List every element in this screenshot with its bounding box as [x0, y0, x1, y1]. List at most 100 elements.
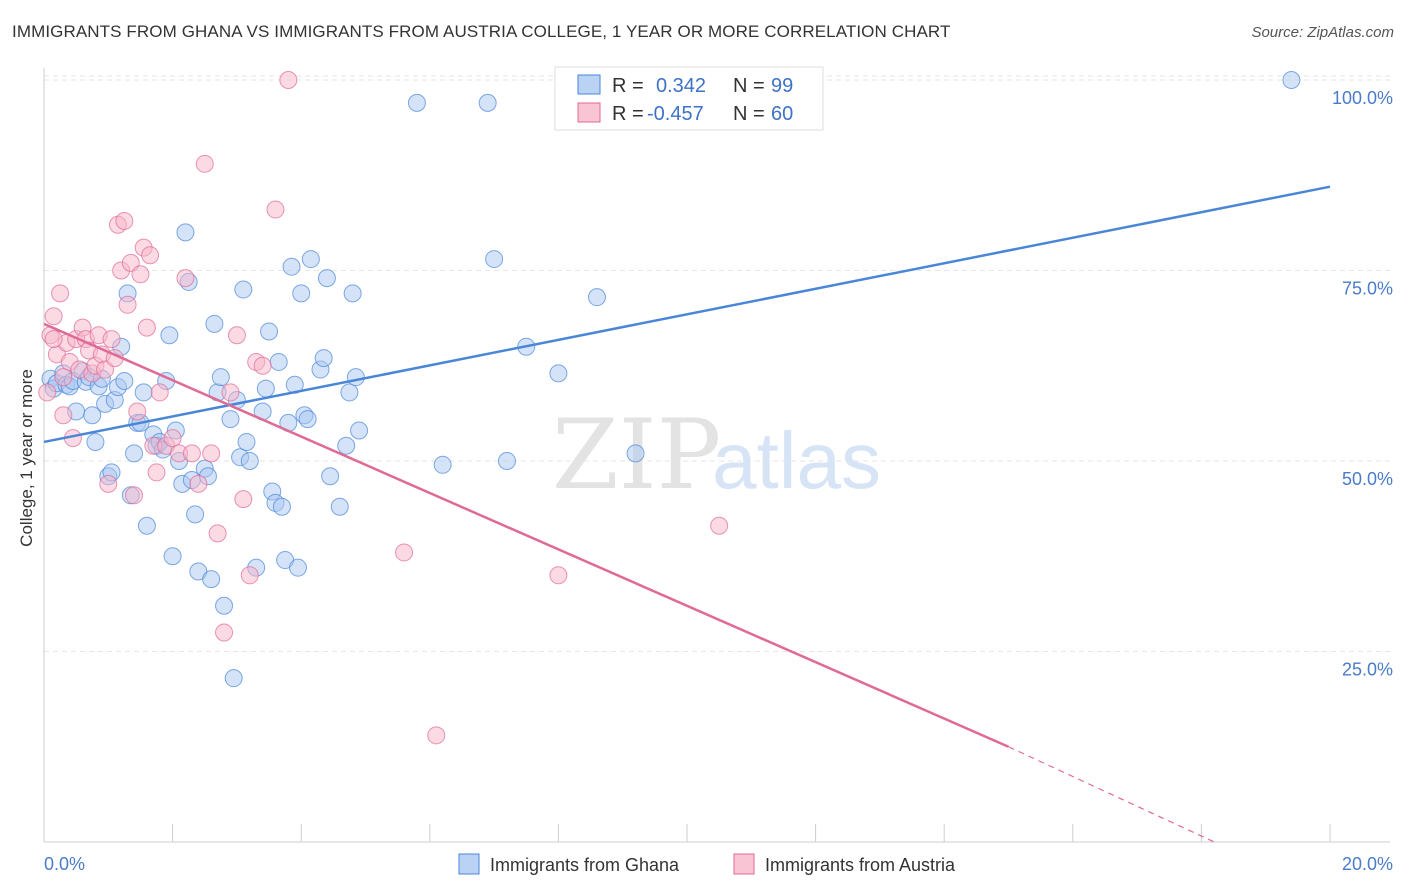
y-tick-labels: 25.0% 50.0% 75.0% 100.0% — [1332, 88, 1393, 680]
legend-swatch-austria — [577, 102, 601, 123]
data-point-ghana — [314, 349, 333, 368]
data-point-austria — [99, 474, 118, 493]
data-point-ghana — [260, 322, 279, 341]
bottom-legend-label-ghana: Immigrants from Ghana — [490, 855, 680, 875]
data-point-ghana — [626, 444, 645, 463]
data-point-austria — [125, 486, 144, 505]
data-point-austria — [427, 726, 446, 745]
data-point-ghana — [205, 314, 224, 333]
data-point-ghana — [163, 547, 182, 566]
data-point-austria — [150, 383, 169, 402]
y-tick-label: 100.0% — [1332, 88, 1393, 108]
data-point-ghana — [125, 444, 144, 463]
data-point-austria — [115, 211, 134, 230]
data-point-austria — [395, 543, 414, 562]
data-point-austria — [128, 402, 147, 421]
legend-r-label: R = — [612, 103, 644, 125]
data-point-austria — [221, 383, 240, 402]
grid-lines — [44, 75, 1390, 652]
data-point-austria — [234, 490, 253, 509]
data-point-ghana — [269, 352, 288, 371]
source-credit: Source: ZipAtlas.com — [1251, 24, 1394, 41]
data-point-austria — [202, 444, 221, 463]
bottom-legend-label-austria: Immigrants from Austria — [765, 855, 956, 875]
data-point-ghana — [160, 326, 179, 345]
data-point-ghana — [407, 93, 426, 112]
data-point-ghana — [272, 497, 291, 516]
data-point-ghana — [478, 93, 497, 112]
legend-r-value-austria: -0.457 — [647, 103, 704, 125]
data-point-ghana — [137, 516, 156, 535]
data-point-ghana — [340, 383, 359, 402]
y-axis-label: College, 1 year or more — [17, 369, 36, 547]
data-point-ghana — [221, 410, 240, 429]
data-point-austria — [195, 154, 214, 173]
data-point-austria — [279, 71, 298, 89]
data-points — [38, 71, 1301, 745]
data-point-austria — [51, 284, 70, 303]
legend-n-label: N = — [733, 75, 765, 97]
trend-line-austria — [43, 322, 1010, 748]
bottom-legend: Immigrants from Ghana Immigrants from Au… — [458, 853, 956, 875]
data-point-austria — [44, 330, 63, 349]
legend-swatch-ghana — [577, 74, 601, 95]
data-point-austria — [176, 269, 195, 288]
data-point-ghana — [134, 383, 153, 402]
data-point-austria — [147, 463, 166, 482]
y-tick-label: 50.0% — [1342, 469, 1393, 489]
data-point-austria — [266, 200, 285, 219]
data-point-ghana — [240, 452, 259, 470]
legend-r-value-ghana: 0.342 — [656, 75, 706, 97]
trend-line-extension-austria — [1008, 746, 1215, 843]
data-point-ghana — [497, 452, 516, 470]
data-point-ghana — [350, 421, 369, 440]
data-point-austria — [182, 444, 201, 463]
data-point-ghana — [1282, 71, 1301, 89]
legend-box: R = 0.342 N = 99 R = -0.457 N = 60 — [554, 66, 824, 131]
watermark-atlas: atlas — [712, 416, 881, 505]
data-point-austria — [44, 307, 63, 326]
data-point-austria — [102, 330, 121, 349]
trend-lines — [43, 185, 1331, 843]
data-point-austria — [189, 474, 208, 493]
data-point-ghana — [343, 284, 362, 303]
data-point-ghana — [176, 223, 195, 242]
legend-n-value-ghana: 99 — [771, 75, 793, 97]
data-point-ghana — [337, 436, 356, 455]
data-point-austria — [54, 406, 73, 425]
data-point-ghana — [83, 406, 102, 425]
data-point-ghana — [587, 288, 606, 307]
legend-r-label: R = — [612, 75, 644, 97]
data-point-ghana — [86, 432, 105, 451]
data-point-ghana — [282, 257, 301, 276]
y-tick-label: 25.0% — [1342, 660, 1393, 680]
data-point-ghana — [234, 280, 253, 299]
data-point-ghana — [292, 284, 311, 303]
data-point-ghana — [549, 364, 568, 383]
legend-n-label: N = — [733, 103, 765, 125]
watermark: ZIP atlas — [552, 399, 881, 511]
data-point-ghana — [202, 570, 221, 589]
data-point-ghana — [211, 368, 230, 387]
x-tick-labels: 0.0% 20.0% — [44, 854, 1393, 874]
data-point-ghana — [237, 432, 256, 451]
data-point-ghana — [433, 455, 452, 474]
x-tick-label-min: 0.0% — [44, 854, 85, 874]
x-tick-label-max: 20.0% — [1342, 854, 1393, 874]
data-point-ghana — [298, 410, 317, 429]
data-point-ghana — [346, 368, 365, 387]
data-point-austria — [54, 368, 73, 387]
data-point-austria — [38, 383, 57, 402]
bottom-legend-swatch-ghana — [458, 853, 480, 875]
data-point-ghana — [301, 250, 320, 269]
data-point-austria — [710, 516, 729, 535]
axes — [43, 68, 1390, 843]
data-point-austria — [240, 566, 259, 585]
bottom-legend-swatch-austria — [733, 853, 755, 875]
trend-line-ghana — [43, 185, 1331, 444]
data-point-ghana — [321, 467, 340, 486]
chart-title: IMMIGRANTS FROM GHANA VS IMMIGRANTS FROM… — [12, 22, 951, 41]
data-point-austria — [253, 356, 272, 375]
data-point-austria — [163, 429, 182, 448]
